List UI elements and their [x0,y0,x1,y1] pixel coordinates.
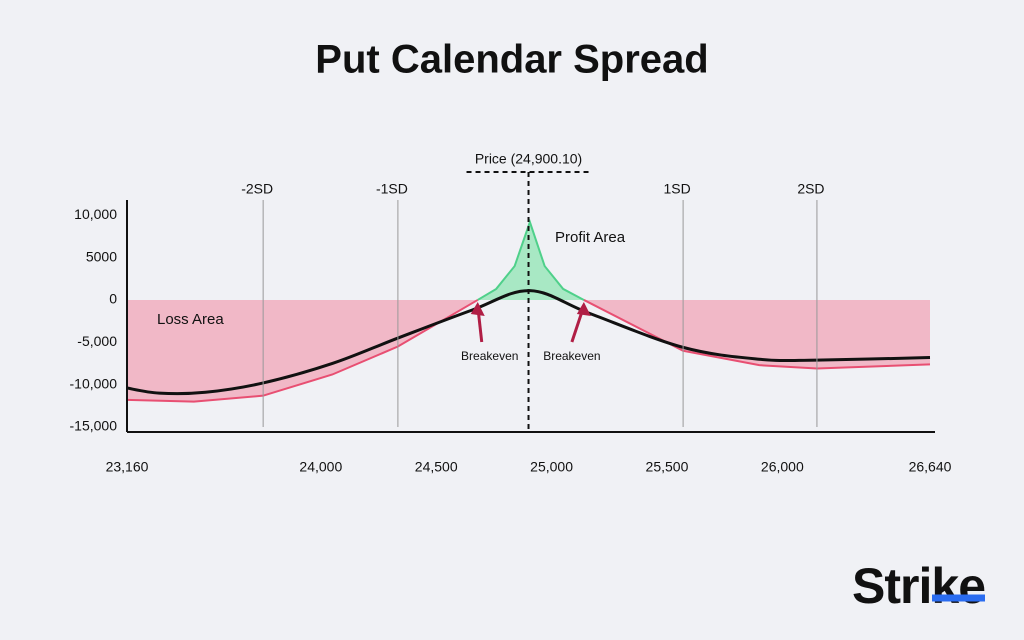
area-fill [127,299,478,402]
y-tick-label: -5,000 [77,333,117,349]
y-tick-label: 0 [109,291,117,307]
y-tick-label: 10,000 [74,206,117,222]
x-tick-label: 26,000 [761,459,804,475]
area-label: Loss Area [157,311,224,328]
y-tick-label: -15,000 [70,418,118,434]
x-tick-label: 24,500 [415,459,458,475]
area-label: Profit Area [555,229,626,246]
area-edge [126,299,479,403]
x-tick-label: 26,640 [909,459,952,475]
area-fill [583,299,930,369]
y-tick-label: -10,000 [70,375,118,391]
y-tick-label: 5000 [86,248,117,264]
breakeven-arrowhead [576,301,591,316]
chart-title: Put Calendar Spread [315,38,708,82]
price-label: Price (24,900.10) [475,151,582,167]
sd-label: -1SD [376,181,408,197]
sd-label: 1SD [663,181,690,197]
brand-logo: Strike [852,558,985,614]
area-edge [477,218,585,301]
x-tick-label: 25,000 [530,459,573,475]
sd-label: 2SD [797,181,824,197]
x-tick-label: 24,000 [299,459,342,475]
x-tick-label: 23,160 [106,459,149,475]
breakeven-label: Breakeven [543,349,600,363]
breakeven-label: Breakeven [461,349,518,363]
sd-label: -2SD [241,181,273,197]
area-edge [583,299,931,370]
x-tick-label: 25,500 [646,459,689,475]
breakeven-arrowhead [470,301,485,316]
